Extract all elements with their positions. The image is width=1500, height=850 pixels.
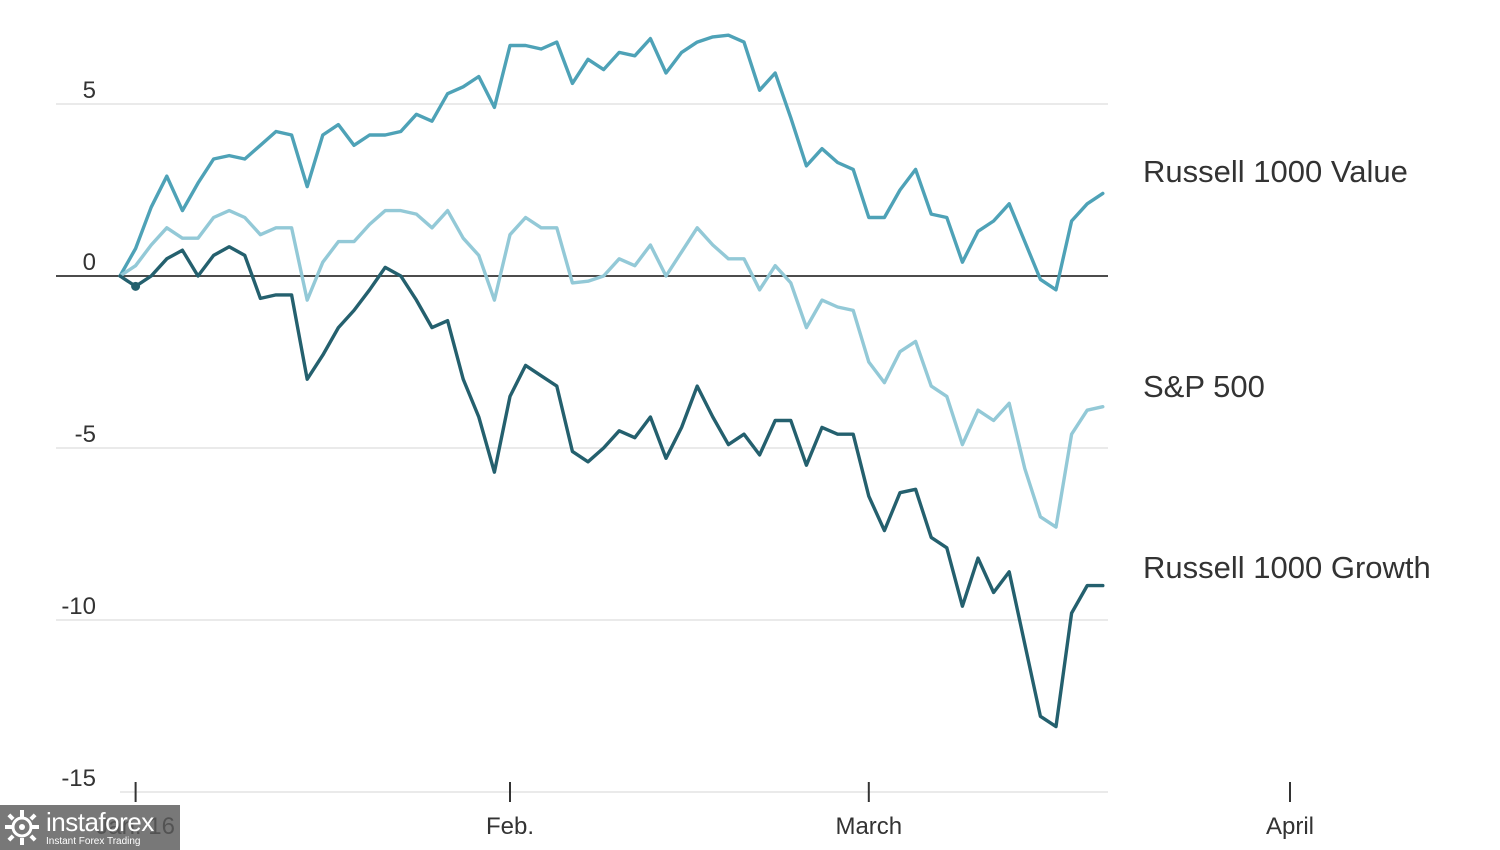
series-label: Russell 1000 Growth — [1143, 550, 1431, 585]
series-label: Russell 1000 Value — [1143, 154, 1408, 189]
series-line-russell-1000-growth — [118, 245, 1105, 729]
gear-logo-icon — [5, 810, 39, 845]
y-tick-label: -5 — [75, 421, 96, 448]
series-lines — [118, 33, 1105, 729]
watermark-logo: instaforex Instant Forex Trading — [0, 805, 180, 850]
x-tick-label: March — [835, 813, 902, 840]
y-tick-label: -10 — [61, 593, 96, 620]
series-labels: Russell 1000 Value S&P 500 Russell 1000 Gr… — [1143, 154, 1431, 585]
y-axis-tick-labels: 5 0 -5 -10 -15 — [61, 77, 96, 792]
gridlines — [56, 103, 1108, 621]
x-tick-label: April — [1266, 813, 1314, 840]
series-line-s-p-500 — [118, 208, 1105, 529]
watermark-tagline: Instant Forex Trading — [46, 835, 141, 847]
watermark-brand: instaforex — [46, 806, 154, 837]
series-line-russell-1000-value — [118, 33, 1105, 292]
start-marker — [131, 281, 141, 291]
x-tick-label: Feb. — [486, 813, 534, 840]
y-tick-label: -15 — [61, 765, 96, 792]
y-tick-label: 0 — [83, 249, 96, 276]
y-tick-label: 5 — [83, 77, 96, 104]
series-label: S&P 500 — [1143, 369, 1265, 404]
